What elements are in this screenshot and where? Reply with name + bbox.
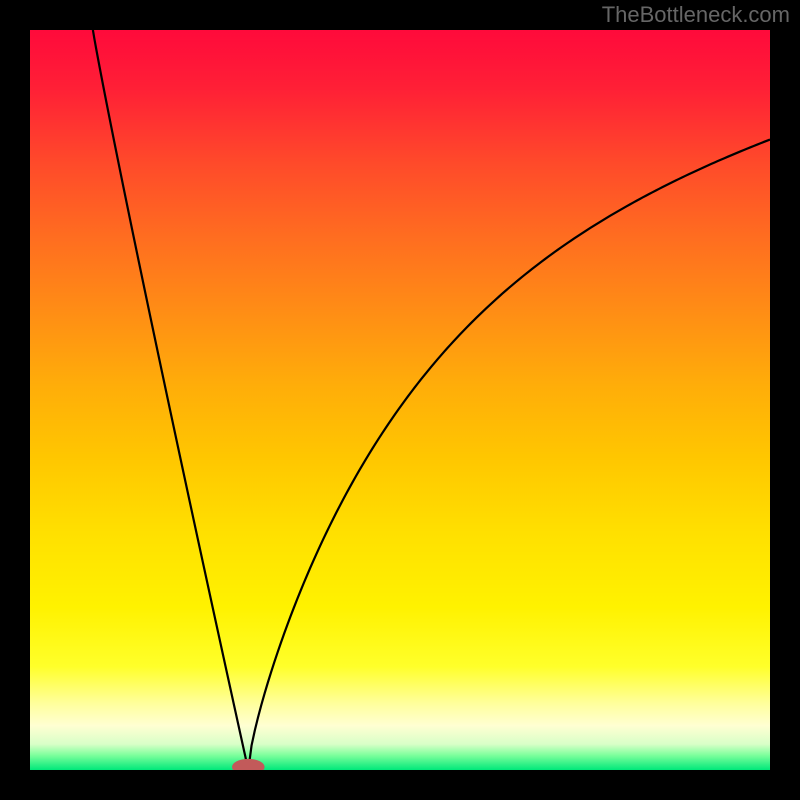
plot-area — [30, 30, 770, 770]
gradient-background — [30, 30, 770, 770]
chart-container: TheBottleneck.com — [0, 0, 800, 800]
watermark-text: TheBottleneck.com — [602, 2, 790, 28]
